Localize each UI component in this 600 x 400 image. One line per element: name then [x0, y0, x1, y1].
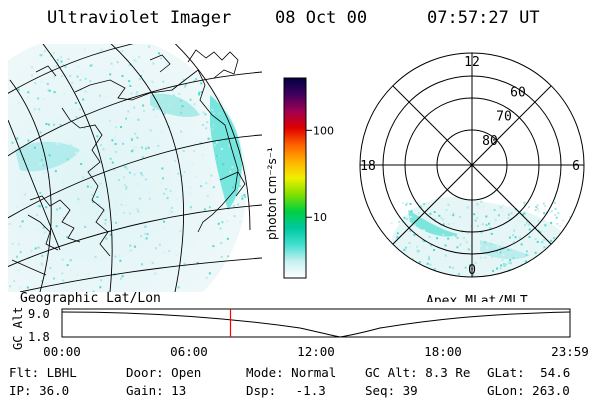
- coastlines: [11, 49, 246, 276]
- param-gain: Gain: 13: [126, 383, 187, 398]
- mlat-label: 70: [496, 110, 512, 125]
- param-gcalt: GC Alt: 8.3 Re: [365, 365, 471, 380]
- mlt-label: 6: [572, 159, 580, 174]
- colorbar: 100 10 photon cm⁻²s⁻¹: [265, 77, 334, 279]
- altitude-frame: [61, 308, 571, 338]
- mlat-label: 60: [510, 85, 526, 100]
- instrument-title: Ultraviolet Imager: [47, 8, 232, 28]
- param-ip: IP: 36.0: [9, 383, 70, 398]
- time-tick-label: 00:00: [43, 344, 81, 359]
- param-mode: Mode: Normal: [246, 365, 337, 380]
- altitude-ytick-top: 9.0: [28, 307, 50, 321]
- param-door: Door: Open: [126, 365, 202, 380]
- geo-grid: [8, 44, 262, 292]
- param-flt: Flt: LBHL: [9, 365, 77, 380]
- aurora-east-patch: [210, 95, 242, 210]
- altitude-curve: [61, 311, 571, 338]
- colorbar-tick-label: 100: [313, 124, 334, 137]
- polar-grid: [359, 52, 585, 278]
- polar-caption: Apex MLat/MLT: [426, 294, 528, 302]
- altitude-ylabel: GC Alt: [11, 307, 25, 350]
- param-seq: Seq: 39: [365, 383, 418, 398]
- altitude-ytick-bottom: 1.8: [28, 330, 50, 344]
- mlt-label: 0: [468, 263, 476, 278]
- aurora-north-patch: [150, 93, 200, 117]
- mlt-label: 18: [360, 159, 376, 174]
- colorbar-tick-label: 10: [313, 211, 327, 224]
- observation-time: 07:57:27 UT: [427, 8, 540, 28]
- mlat-label: 80: [482, 134, 498, 149]
- time-tick-label: 06:00: [170, 344, 208, 359]
- mlt-label: 12: [464, 55, 480, 70]
- aurora-west-patch: [15, 141, 80, 172]
- time-tick-label: 12:00: [297, 344, 335, 359]
- colorbar-scale: [283, 77, 307, 279]
- param-dsp: Dsp: -1.3: [246, 383, 326, 398]
- observation-date: 08 Oct 00: [275, 8, 368, 28]
- param-glon: GLon: 263.0: [487, 383, 570, 398]
- colorbar-unit: photon cm⁻²s⁻¹: [265, 147, 279, 240]
- param-glat: GLat: 54.6: [487, 365, 571, 380]
- altitude-plot: GC Alt 9.0 1.8 00:00 06:00 12:00 18:00 23:59: [11, 307, 589, 359]
- time-tick-label: 18:00: [424, 344, 462, 359]
- time-tick-label: 23:59: [551, 344, 589, 359]
- polar-oval-bright: [408, 210, 458, 237]
- polar-oval-glow: [380, 197, 570, 277]
- geo-caption: Geographic Lat/Lon: [20, 291, 161, 306]
